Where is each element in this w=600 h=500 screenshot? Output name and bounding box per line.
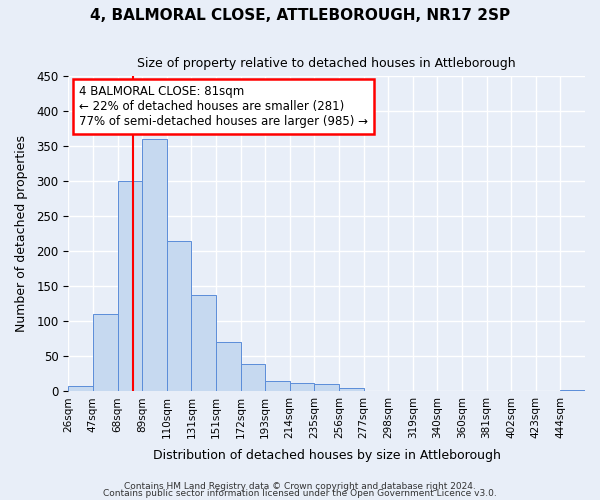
Bar	[241, 364, 265, 392]
Text: Contains HM Land Registry data © Crown copyright and database right 2024.: Contains HM Land Registry data © Crown c…	[124, 482, 476, 491]
Text: 4, BALMORAL CLOSE, ATTLEBOROUGH, NR17 2SP: 4, BALMORAL CLOSE, ATTLEBOROUGH, NR17 2S…	[90, 8, 510, 22]
Bar	[167, 240, 191, 392]
Y-axis label: Number of detached properties: Number of detached properties	[15, 135, 28, 332]
Bar	[68, 386, 93, 392]
Bar	[339, 388, 364, 392]
Bar	[314, 384, 339, 392]
Bar	[118, 181, 142, 392]
Bar	[290, 383, 314, 392]
Bar	[560, 390, 585, 392]
Text: Contains public sector information licensed under the Open Government Licence v3: Contains public sector information licen…	[103, 489, 497, 498]
Text: 4 BALMORAL CLOSE: 81sqm
← 22% of detached houses are smaller (281)
77% of semi-d: 4 BALMORAL CLOSE: 81sqm ← 22% of detache…	[79, 86, 368, 128]
X-axis label: Distribution of detached houses by size in Attleborough: Distribution of detached houses by size …	[153, 450, 500, 462]
Bar	[216, 342, 241, 392]
Bar	[142, 139, 167, 392]
Bar	[93, 314, 118, 392]
Bar	[265, 381, 290, 392]
Bar	[191, 296, 216, 392]
Title: Size of property relative to detached houses in Attleborough: Size of property relative to detached ho…	[137, 58, 516, 70]
